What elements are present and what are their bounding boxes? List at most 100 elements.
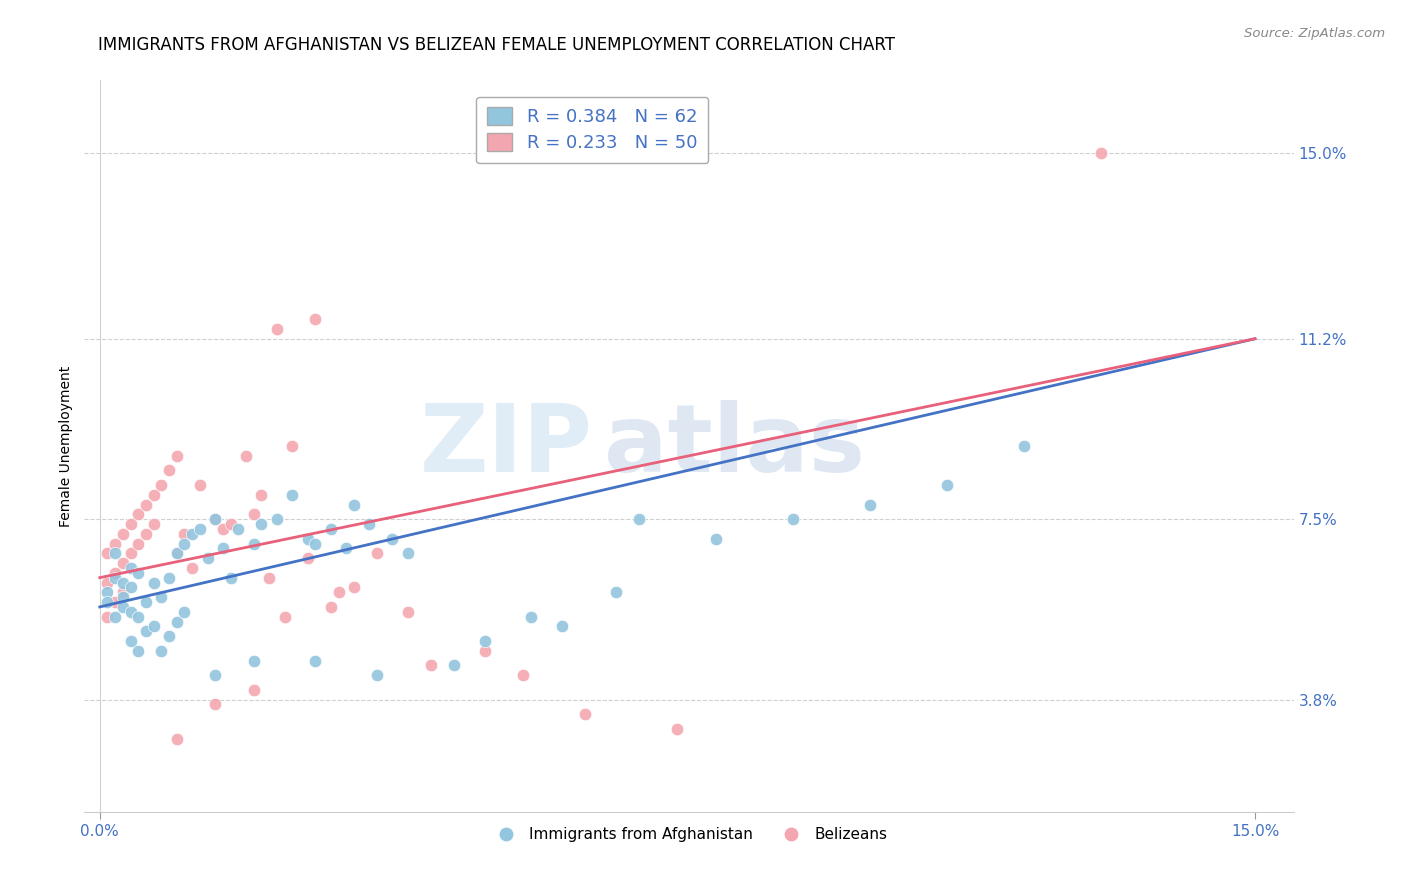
Point (1090, 146, 1112, 161)
Point (512, 668, 534, 682)
Point (96, 585, 118, 599)
Point (104, 609, 127, 624)
Point (111, 526, 134, 541)
Point (281, 439, 304, 453)
Point (204, 512, 226, 526)
Point (173, 536, 195, 550)
Point (250, 516, 273, 531)
Point (157, 629, 180, 643)
Point (181, 561, 204, 575)
Point (304, 536, 326, 550)
Point (366, 546, 388, 560)
Point (127, 536, 149, 550)
Point (166, 546, 188, 560)
Legend: Immigrants from Afghanistan, Belizeans: Immigrants from Afghanistan, Belizeans (485, 821, 893, 848)
Point (120, 546, 142, 560)
Point (120, 581, 142, 595)
Point (551, 619, 574, 633)
Point (181, 526, 204, 541)
Point (135, 624, 157, 639)
Point (343, 498, 366, 512)
Point (328, 585, 350, 599)
Point (574, 707, 596, 722)
Point (135, 498, 157, 512)
Point (212, 522, 235, 536)
Point (111, 575, 134, 590)
Point (120, 605, 142, 619)
Point (228, 522, 250, 536)
Point (96, 575, 118, 590)
Point (605, 585, 627, 599)
Point (235, 449, 257, 463)
Point (281, 488, 304, 502)
Point (204, 698, 226, 712)
Point (419, 658, 441, 673)
Point (120, 634, 142, 648)
Point (96, 595, 118, 609)
Point (96, 609, 118, 624)
Point (111, 556, 134, 570)
Point (127, 644, 149, 658)
Point (520, 609, 543, 624)
Point (96, 546, 118, 560)
Point (243, 654, 266, 668)
Point (381, 532, 404, 546)
Point (104, 546, 127, 560)
Point (243, 536, 266, 550)
Point (135, 526, 157, 541)
Point (142, 488, 165, 502)
Point (1012, 439, 1035, 453)
Point (319, 599, 342, 614)
Point (188, 478, 211, 492)
Point (104, 595, 127, 609)
Point (219, 516, 242, 531)
Point (704, 532, 727, 546)
Point (243, 508, 266, 522)
Point (666, 722, 689, 736)
Point (157, 571, 180, 585)
Point (142, 575, 165, 590)
Point (188, 522, 211, 536)
Point (150, 644, 173, 658)
Point (104, 566, 127, 580)
Point (127, 609, 149, 624)
Point (142, 516, 165, 531)
Point (266, 512, 288, 526)
Point (396, 546, 419, 560)
Point (627, 512, 650, 526)
Point (250, 488, 273, 502)
Point (335, 541, 357, 556)
Point (273, 609, 295, 624)
Text: Source: ZipAtlas.com: Source: ZipAtlas.com (1244, 27, 1385, 40)
Point (304, 654, 326, 668)
Point (474, 634, 496, 648)
Point (936, 478, 959, 492)
Point (319, 522, 342, 536)
Text: atlas: atlas (605, 400, 865, 492)
Point (111, 590, 134, 604)
Point (173, 526, 195, 541)
Point (266, 322, 288, 336)
Point (150, 590, 173, 604)
Point (104, 536, 127, 550)
Point (359, 516, 381, 531)
Point (343, 581, 366, 595)
Point (474, 644, 496, 658)
Point (142, 619, 165, 633)
Point (859, 498, 882, 512)
Point (782, 512, 804, 526)
Point (396, 605, 419, 619)
Point (173, 605, 195, 619)
Point (219, 571, 242, 585)
Point (111, 585, 134, 599)
Point (166, 731, 188, 746)
Point (257, 571, 280, 585)
Point (135, 595, 157, 609)
Point (166, 615, 188, 629)
Point (366, 668, 388, 682)
Point (111, 599, 134, 614)
Point (304, 312, 326, 326)
Y-axis label: Female Unemployment: Female Unemployment (59, 366, 73, 526)
Point (204, 512, 226, 526)
Point (127, 566, 149, 580)
